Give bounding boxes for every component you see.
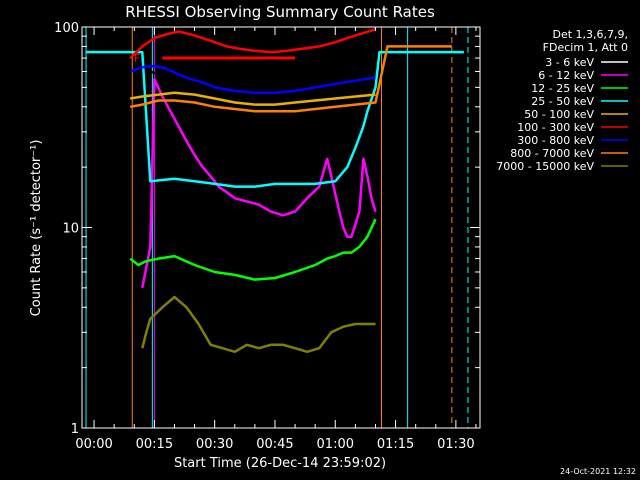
- legend-label: 7000 - 15000 keV: [496, 160, 594, 173]
- series-line-8: [129, 45, 452, 113]
- x-tick-label: 01:15: [377, 437, 414, 452]
- series-line-7: [129, 64, 376, 94]
- x-tick-label: 00:00: [75, 437, 112, 452]
- series-line-5: [129, 91, 376, 106]
- series-layer: [86, 27, 464, 399]
- x-tick-label: 00:15: [136, 437, 173, 452]
- legend-label: 100 - 300 keV: [517, 121, 594, 134]
- x-axis-label: Start Time (26-Dec-14 23:59:02): [174, 456, 386, 471]
- x-tick-label: 00:30: [196, 437, 233, 452]
- x-tick-label: 01:30: [437, 437, 474, 452]
- flag-label: F: [134, 52, 140, 65]
- series-line-9: [141, 295, 376, 354]
- legend-header-line-2: FDecim 1, Att 0: [543, 41, 628, 54]
- legend-label: 50 - 100 keV: [524, 108, 594, 121]
- legend-label: 12 - 25 keV: [531, 82, 594, 95]
- legend-header-line-1: Det 1,3,6,7,9,: [552, 28, 628, 41]
- y-tick-label: 1: [71, 422, 79, 437]
- x-tick-label: 01:00: [317, 437, 354, 452]
- y-tick-label: 100: [54, 21, 79, 36]
- legend-label: 300 - 800 keV: [517, 134, 594, 147]
- series-line-6: [129, 27, 377, 59]
- series-line-3: [129, 218, 377, 281]
- legend-label: 6 - 12 keV: [538, 69, 594, 82]
- x-tick-label: 00:45: [256, 437, 293, 452]
- legend-label: 25 - 50 keV: [531, 95, 594, 108]
- y-tick-label: 10: [62, 222, 79, 237]
- chart-title: RHESSI Observing Summary Count Rates: [125, 3, 435, 21]
- legend-label: 3 - 6 keV: [545, 56, 594, 69]
- legend: Det 1,3,6,7,9, FDecim 1, Att 0 3 - 6 keV…: [496, 28, 628, 173]
- y-axis-label: Count Rate (s⁻¹ detector⁻¹): [29, 140, 44, 317]
- series-line-4: [86, 50, 464, 188]
- y-axis: 1 10 100: [54, 21, 480, 437]
- series-line-1: [141, 70, 377, 399]
- legend-label: 800 - 7000 keV: [510, 147, 594, 160]
- series-line-2: [141, 77, 377, 289]
- x-axis: 00:00 00:15 00:30 00:45 01:00 01:15 01:30: [75, 27, 477, 452]
- timestamp: 24-Oct-2021 12:32: [560, 467, 636, 476]
